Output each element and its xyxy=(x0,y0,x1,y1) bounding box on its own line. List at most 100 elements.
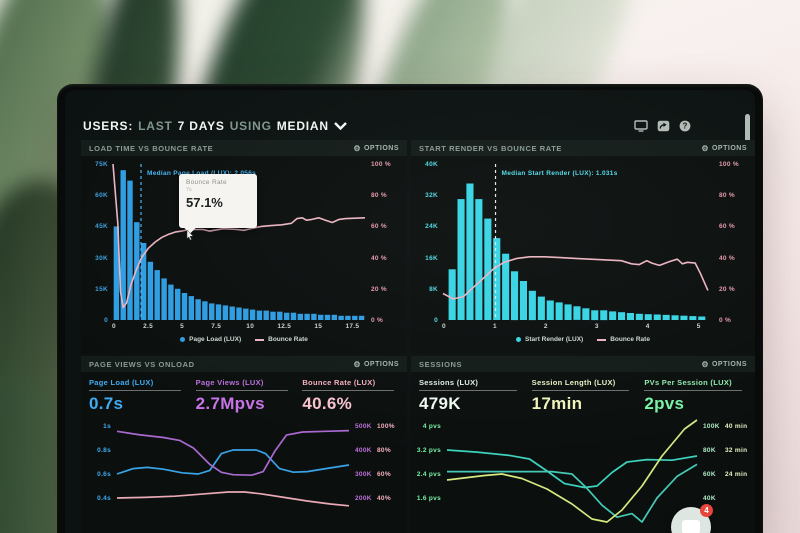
legend-item: Page Load (LUX) xyxy=(180,336,241,343)
metric: PVs Per Session (LUX) 2pvs xyxy=(644,378,747,414)
x-axis-label: 5 xyxy=(696,323,701,330)
y-axis-right-label: 80 % xyxy=(719,192,736,200)
bar xyxy=(284,312,290,320)
bar xyxy=(324,314,331,320)
chat-widget-button[interactable]: 4 xyxy=(671,504,713,533)
page-views-onload-chart[interactable]: 1s 0.8s 0.6s 0.4s 500K 100% 400K 80% 300K 60% 200K… xyxy=(83,418,405,533)
y-axis-right-label: 60K xyxy=(703,471,716,478)
panel-load-time-vs-bounce-rate: LOAD TIME VS BOUNCE RATE ⚙ OPTIONS Bounce… xyxy=(81,140,407,354)
options-button[interactable]: ⚙ OPTIONS xyxy=(701,143,747,153)
y-axis-right-label: 40K xyxy=(703,495,716,502)
bar xyxy=(147,261,154,320)
metric-label: Page Views (LUX) xyxy=(195,378,264,387)
bar xyxy=(662,314,670,320)
line-series xyxy=(116,491,350,507)
bar xyxy=(229,306,235,320)
x-axis-label: 1 xyxy=(492,323,497,330)
y-axis-left-label: 2.4 pvs xyxy=(416,471,441,478)
bar xyxy=(493,238,501,320)
y-axis-right-label: 200K xyxy=(355,495,372,502)
start-render-chart[interactable]: 40K 32K 24K 16K 8K 0 100 % 80 % 60 % 40 % 20 % 0 % 0… xyxy=(413,158,753,350)
legend-item: Bounce Rate xyxy=(597,336,650,343)
y-axis-right-label: 40% xyxy=(377,495,391,502)
metric-label: Page Load (LUX) xyxy=(89,378,154,387)
monitor-icon[interactable] xyxy=(634,120,648,132)
y-axis-left-label: 45K xyxy=(95,223,108,231)
y-axis-left-label: 16K xyxy=(425,254,438,262)
metric-label: PVs Per Session (LUX) xyxy=(644,378,732,387)
bar xyxy=(689,316,697,320)
y-axis-right-label: 100 % xyxy=(371,161,391,168)
metric-value: 0.7s xyxy=(89,394,124,413)
metric: Bounce Rate (LUX) 40.6% xyxy=(302,378,399,414)
x-axis-label: 10 xyxy=(246,323,255,330)
bar xyxy=(297,313,303,320)
plot-area xyxy=(116,429,350,507)
bar xyxy=(120,170,126,320)
bar xyxy=(475,199,483,320)
y-axis-left-label: 0 xyxy=(104,317,108,324)
scrollbar-thumb[interactable] xyxy=(745,114,750,148)
panel-start-render-vs-bounce-rate: START RENDER VS BOUNCE RATE ⚙ OPTIONS 40K… xyxy=(411,140,755,354)
load-time-chart[interactable]: Bounce Rate 7s 57.1% 75K 60K 45K 30K 15K 0 100… xyxy=(83,158,405,350)
panel-title: SESSIONS xyxy=(419,360,463,369)
bar xyxy=(168,284,174,320)
last-label: LAST xyxy=(138,119,173,133)
metric-label: Bounce Rate (LUX) xyxy=(302,378,376,387)
chevron-down-icon[interactable] xyxy=(334,122,347,130)
x-axis-label: 17.5 xyxy=(345,323,360,330)
gear-icon: ⚙ xyxy=(701,143,709,153)
x-axis-label: 15 xyxy=(314,323,323,330)
x-axis-label: 4 xyxy=(645,323,650,330)
bar xyxy=(175,288,181,320)
sessions-chart[interactable]: 4 pvs 3.2 pvs 2.4 pvs 1.6 pvs 100K 40 min 80K 3… xyxy=(413,418,753,533)
median-label: MEDIAN xyxy=(276,119,329,133)
metrics-row: Page Load (LUX) 0.7s Page Views (LUX) 2.7Mp… xyxy=(81,372,407,416)
y-axis-right-label: 80K xyxy=(703,447,716,454)
y-axis-right-label: 20 % xyxy=(719,285,736,293)
y-axis-right-label: 400K xyxy=(355,447,372,454)
bar xyxy=(537,296,545,320)
options-button[interactable]: ⚙ OPTIONS xyxy=(353,359,399,369)
metric-value: 479K xyxy=(419,394,461,413)
panel-title: LOAD TIME VS BOUNCE RATE xyxy=(89,144,214,153)
y-axis-left-label: 30K xyxy=(95,254,108,262)
metric: Sessions (LUX) 479K xyxy=(419,378,522,414)
y-axis-right-label: 500K xyxy=(355,423,372,430)
help-icon[interactable]: ? xyxy=(679,120,691,132)
options-button[interactable]: ⚙ OPTIONS xyxy=(701,359,747,369)
bar xyxy=(270,311,276,320)
bar xyxy=(311,313,317,320)
bar xyxy=(466,183,474,320)
bar xyxy=(582,308,590,320)
options-button[interactable]: ⚙ OPTIONS xyxy=(353,143,399,153)
laptop: USERS: LAST 7 DAYS USING MEDIAN ? LOAD T… xyxy=(57,84,763,533)
legend-item: Start Render (LUX) xyxy=(516,336,583,343)
x-axis-label: 12.5 xyxy=(277,323,292,330)
y-axis-right-label: 24 min xyxy=(725,471,748,478)
y-axis-right-label: 20 % xyxy=(371,285,388,293)
bar xyxy=(140,243,147,320)
page-title: USERS: LAST 7 DAYS USING MEDIAN xyxy=(83,119,347,133)
median-annotation: Median Start Render (LUX): 1.031s xyxy=(501,170,618,177)
bar xyxy=(671,315,679,320)
bar xyxy=(202,301,208,320)
bar xyxy=(345,315,351,320)
legend-item: Bounce Rate xyxy=(255,336,308,343)
y-axis-right-label: 100K xyxy=(703,423,720,430)
metric-value: 40.6% xyxy=(302,394,353,413)
bar xyxy=(249,309,256,320)
line-series xyxy=(446,419,698,523)
x-axis-label: 7.5 xyxy=(211,323,222,330)
bar xyxy=(502,253,510,320)
days-label: 7 DAYS xyxy=(177,119,225,133)
legend-swatch-icon xyxy=(597,338,607,341)
bar xyxy=(134,222,140,320)
line-series xyxy=(116,429,350,477)
x-axis-label: 3 xyxy=(594,323,599,330)
bar xyxy=(127,180,133,320)
y-axis-right-label: 40 % xyxy=(371,254,388,262)
share-icon[interactable] xyxy=(657,120,670,132)
bar xyxy=(680,315,688,320)
